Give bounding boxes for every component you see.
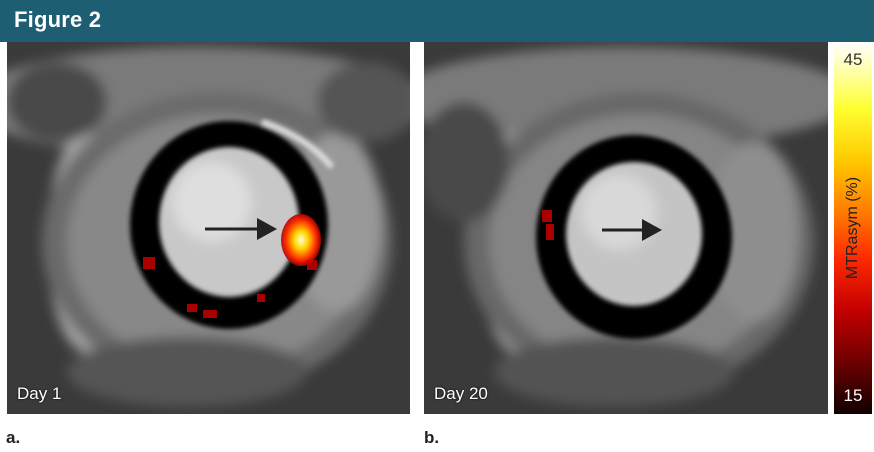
day-label-a: Day 1 [17,384,62,403]
colorbar-title: MTRasym (%) [844,176,861,280]
colorbar-max-label: 45 [843,50,863,69]
mri-image-day-1: Day 1 [7,42,410,414]
figure-title: Figure 2 [14,7,102,32]
day-label-b: Day 20 [434,384,488,403]
mri-image-day-20: Day 20 [424,42,828,414]
mri-image-a-graphic [7,42,410,414]
colorbar-min-label: 15 [843,386,863,405]
panel-letter-a: a. [6,428,21,447]
figure-header: Figure 2 [0,0,874,42]
mri-image-b-graphic [424,42,828,414]
colorbar-gradient [834,42,872,414]
colorbar: 45 MTRasym (%) 15 [832,42,874,414]
panel-letter-b: b. [424,428,440,447]
